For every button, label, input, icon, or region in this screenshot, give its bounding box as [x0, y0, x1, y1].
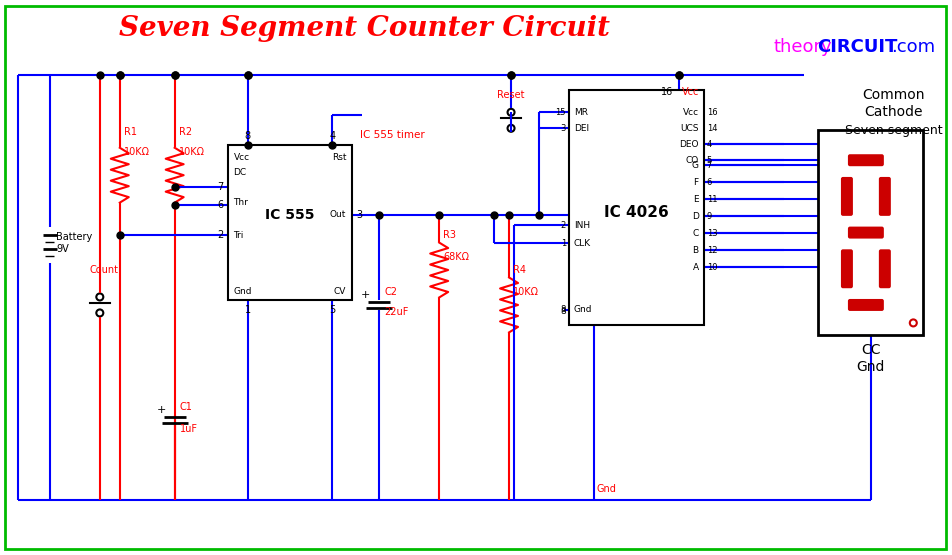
Text: Rst: Rst	[331, 153, 346, 162]
Text: IC 555: IC 555	[265, 208, 314, 221]
Text: 3: 3	[356, 210, 362, 220]
Text: R3: R3	[443, 230, 456, 240]
Text: 1uF: 1uF	[180, 423, 197, 433]
Text: 15: 15	[555, 108, 565, 117]
Text: C1: C1	[180, 402, 192, 412]
Text: 10KΩ: 10KΩ	[124, 147, 149, 157]
FancyBboxPatch shape	[840, 249, 852, 288]
Text: E: E	[692, 195, 698, 204]
Text: Seven segment: Seven segment	[843, 124, 942, 137]
Text: Gnd: Gnd	[596, 483, 616, 493]
Text: 5: 5	[706, 156, 711, 165]
Bar	[818, 130, 922, 335]
Text: IC 4026: IC 4026	[604, 205, 668, 220]
Text: Out: Out	[329, 210, 346, 219]
Text: C2: C2	[384, 287, 397, 297]
Text: Reset: Reset	[497, 90, 525, 100]
Text: Common: Common	[862, 88, 923, 102]
Text: R2: R2	[178, 127, 191, 137]
FancyBboxPatch shape	[847, 154, 883, 166]
Text: 12: 12	[706, 245, 717, 255]
Text: DEI: DEI	[573, 124, 588, 133]
Text: CV: CV	[333, 287, 346, 296]
FancyBboxPatch shape	[878, 177, 890, 216]
Text: 4: 4	[329, 131, 335, 142]
Text: UCS: UCS	[680, 124, 698, 133]
Text: CLK: CLK	[573, 239, 590, 248]
Text: 16: 16	[660, 87, 672, 97]
Text: .com: .com	[890, 38, 935, 57]
Text: 68KΩ: 68KΩ	[443, 252, 468, 262]
Text: 11: 11	[706, 195, 717, 204]
Text: 3: 3	[560, 124, 565, 133]
Text: 4: 4	[706, 140, 711, 149]
Text: Vcc: Vcc	[681, 87, 699, 97]
Text: MR: MR	[573, 108, 587, 117]
Text: B: B	[692, 245, 698, 255]
FancyBboxPatch shape	[847, 299, 883, 311]
Bar	[568, 90, 703, 325]
Text: 9V: 9V	[56, 244, 69, 254]
Text: 8: 8	[245, 131, 250, 142]
Text: 16: 16	[706, 108, 717, 117]
Text: Gnd: Gnd	[856, 360, 884, 374]
Text: Battery: Battery	[56, 232, 92, 242]
Text: +: +	[360, 290, 369, 300]
Text: F: F	[693, 178, 698, 186]
Text: 1: 1	[245, 305, 250, 315]
Text: +: +	[157, 405, 167, 415]
Text: R1: R1	[124, 127, 137, 137]
FancyBboxPatch shape	[840, 177, 852, 216]
Text: C: C	[692, 229, 698, 238]
Text: IC 555 timer: IC 555 timer	[360, 130, 425, 140]
Text: 10: 10	[706, 263, 717, 271]
Text: 22uF: 22uF	[384, 307, 408, 317]
Text: D: D	[691, 211, 698, 221]
Text: R4: R4	[512, 265, 526, 275]
Text: 8: 8	[560, 307, 565, 316]
Text: CIRCUIT: CIRCUIT	[817, 38, 897, 57]
Text: 1: 1	[560, 239, 565, 248]
Text: 8: 8	[560, 305, 565, 315]
Text: G: G	[691, 161, 698, 170]
Text: DEO: DEO	[679, 140, 698, 149]
Text: Vcc: Vcc	[233, 153, 249, 162]
Text: Thr: Thr	[233, 198, 248, 206]
Text: 7: 7	[217, 182, 224, 192]
Text: Gnd: Gnd	[233, 287, 251, 296]
Text: 7: 7	[706, 161, 711, 170]
Text: Count: Count	[89, 265, 119, 275]
Text: Cathode: Cathode	[863, 105, 922, 119]
FancyBboxPatch shape	[878, 249, 890, 288]
Text: 13: 13	[706, 229, 717, 238]
Text: 6: 6	[706, 178, 711, 186]
Text: theory: theory	[773, 38, 831, 57]
Text: 6: 6	[217, 200, 224, 210]
Text: 10KΩ: 10KΩ	[512, 287, 539, 297]
Text: Vcc: Vcc	[682, 108, 698, 117]
Text: 9: 9	[706, 211, 711, 221]
Text: Gnd: Gnd	[573, 305, 592, 315]
Text: CC: CC	[861, 343, 880, 357]
Text: 5: 5	[328, 305, 335, 315]
Text: Seven Segment Counter Circuit: Seven Segment Counter Circuit	[119, 15, 609, 42]
Text: 2: 2	[560, 220, 565, 230]
Text: A: A	[692, 263, 698, 271]
Text: DC: DC	[233, 168, 247, 176]
Bar	[228, 145, 352, 300]
Text: 10KΩ: 10KΩ	[178, 147, 205, 157]
Text: CO: CO	[684, 156, 698, 165]
Text: INH: INH	[573, 220, 589, 230]
Text: Tri: Tri	[233, 230, 244, 240]
Text: 14: 14	[706, 124, 717, 133]
Text: 2: 2	[217, 230, 224, 240]
FancyBboxPatch shape	[847, 226, 883, 239]
